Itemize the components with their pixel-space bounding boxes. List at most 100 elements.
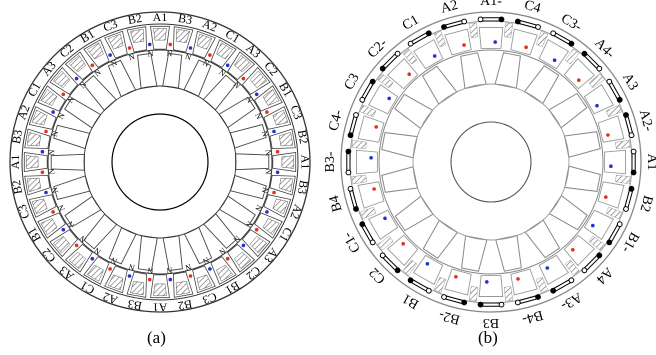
coil-terminal — [369, 239, 376, 246]
stator-slot — [444, 268, 472, 296]
conductor — [107, 274, 124, 291]
winding-label: B2 — [295, 129, 311, 145]
coil-link-inner — [409, 32, 430, 45]
conductor — [249, 70, 268, 88]
winding-label: C1 — [78, 278, 97, 297]
rotor-tooth — [183, 59, 212, 98]
pole-label: N — [93, 67, 103, 78]
yoke-hatch — [588, 235, 605, 251]
stator-slot — [210, 39, 237, 68]
conductor — [107, 33, 124, 50]
yoke-hatch — [588, 73, 605, 89]
pole-label: N — [56, 203, 67, 212]
magnet-marker — [44, 129, 48, 134]
stator-slot — [49, 66, 79, 95]
stator-slot — [192, 30, 216, 59]
rotor-tooth — [162, 235, 183, 272]
coil-link-inner — [409, 279, 430, 292]
winding-label: A1 — [298, 155, 312, 170]
coil-terminal — [347, 185, 354, 192]
winding-label: B2 — [177, 297, 193, 313]
winding-label: B2- — [437, 307, 461, 327]
panel-b-rotor-inner — [412, 83, 570, 241]
stator-slot — [37, 85, 66, 112]
stator-slot — [24, 174, 51, 196]
stator-slot — [510, 28, 538, 56]
magnet-marker — [485, 280, 489, 284]
winding-label: A1- — [480, 0, 502, 9]
magnet-marker — [241, 243, 246, 248]
magnet-marker — [595, 103, 599, 108]
magnet-marker — [90, 256, 95, 261]
magnet-marker — [383, 216, 387, 221]
winding-label: B1 — [223, 278, 242, 297]
coil-terminal — [359, 96, 366, 103]
magnet-marker — [552, 58, 557, 62]
stator-slot — [172, 26, 194, 53]
pole-label: N — [253, 203, 264, 212]
panel-b-airgap — [378, 49, 604, 275]
magnet-marker — [272, 190, 276, 195]
magnet-marker — [462, 43, 466, 47]
conductor — [129, 280, 145, 296]
coil-link-inner — [442, 20, 466, 29]
panel-b-machine: A1- C4 C3- A4-A3 A2- A1 B2 B1-A4 A3- B4- B3 B2- B1 C2… — [323, 0, 656, 330]
yoke-hatch — [377, 73, 394, 89]
winding-label: B3 — [127, 297, 143, 313]
rotor-tooth — [50, 153, 85, 171]
conductor — [31, 109, 48, 126]
rotor-tooth — [394, 195, 434, 232]
panel-b-coil-connections — [345, 16, 637, 308]
coil-terminal — [353, 206, 359, 212]
magnet-marker — [208, 53, 212, 57]
winding-label: C3 — [15, 203, 33, 221]
winding-label: A2- — [636, 108, 656, 133]
stator-slot — [210, 256, 237, 285]
magnet-marker — [265, 110, 269, 114]
panel-b-caption: (b) — [478, 328, 498, 347]
coil-terminal — [596, 65, 603, 72]
yoke-hatch — [535, 30, 549, 48]
conductor — [278, 131, 294, 147]
stator-slot — [37, 212, 66, 239]
coil-link-inner — [552, 279, 573, 292]
magnet-marker — [591, 223, 595, 228]
stator-slot — [192, 265, 216, 294]
rotor-tooth — [53, 175, 91, 200]
winding-label: A2 — [14, 103, 32, 122]
stator-slot — [269, 174, 296, 196]
rotor-tooth — [83, 213, 118, 250]
rotor-tooth — [548, 194, 588, 231]
stator-slot — [583, 209, 615, 241]
rotor-tooth — [494, 52, 521, 89]
magnet-marker — [493, 40, 498, 44]
winding-label: B3 — [295, 179, 311, 195]
rotor-tooth — [53, 124, 91, 150]
stator-slot — [444, 28, 472, 56]
coil-terminal — [369, 78, 376, 85]
yoke-hatch — [402, 259, 418, 276]
conductor — [175, 28, 191, 44]
conductor — [40, 218, 58, 235]
stator-slot — [150, 274, 170, 299]
yoke-hatch — [377, 235, 394, 251]
stator-slot — [24, 128, 51, 150]
magnet-marker — [372, 187, 376, 191]
stator-slot — [412, 254, 444, 286]
conductor — [272, 198, 289, 215]
winding-label: B1 — [78, 27, 97, 46]
rotor-tooth — [235, 153, 270, 171]
coil-terminal — [514, 18, 521, 25]
winding-label: C1 — [25, 80, 44, 99]
coil-terminal — [535, 294, 541, 300]
stator-slot — [478, 275, 504, 297]
yoke-hatch — [402, 48, 418, 65]
coil-terminal — [347, 132, 354, 139]
coil-terminal — [630, 169, 637, 176]
winding-label: A1 — [153, 10, 168, 24]
rotor-tooth — [202, 74, 237, 111]
stator-slot — [269, 128, 296, 150]
magnet-marker — [454, 275, 458, 279]
coil-link-inner — [552, 32, 573, 45]
